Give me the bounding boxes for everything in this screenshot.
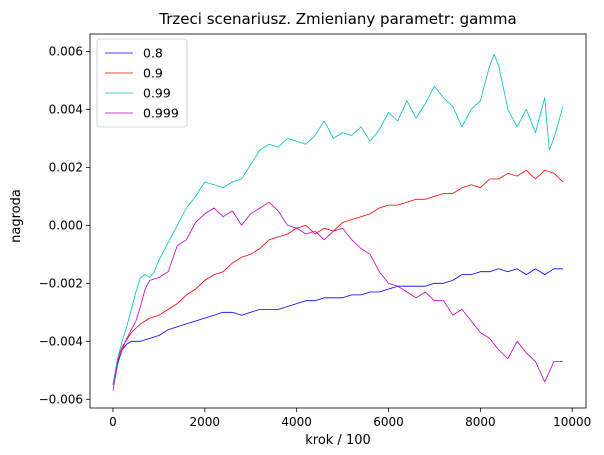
legend-box <box>96 38 188 128</box>
axes: 0 2000 4000 6000 8000 10000 −0.006 −0.004 −0.002… <box>39 33 591 429</box>
y-axis-label: nagroda <box>9 189 24 243</box>
series-line-3 <box>112 201 563 391</box>
x-tick-label: 8000 <box>465 415 496 429</box>
plot-frame <box>89 33 587 409</box>
y-tick-label: −0.002 <box>39 276 83 290</box>
legend-label-0: 0.8 <box>143 46 163 61</box>
legend-label-1: 0.9 <box>143 66 163 81</box>
legend-label-3: 0.999 <box>143 106 179 121</box>
x-axis-label: krok / 100 <box>305 433 371 448</box>
y-tick-label: 0.000 <box>49 218 83 232</box>
chart-title: Trzeci scenariusz. Zmieniany parametr: g… <box>158 10 516 28</box>
x-tick-label: 6000 <box>373 415 404 429</box>
x-tick-label: 4000 <box>281 415 312 429</box>
x-tick-label: 2000 <box>190 415 221 429</box>
series-line-2 <box>112 53 564 385</box>
y-tick-label: −0.006 <box>39 392 83 406</box>
plot-lines <box>112 53 564 391</box>
y-tick-label: 0.002 <box>49 160 83 174</box>
y-tick-label: 0.006 <box>49 44 83 58</box>
series-line-0 <box>112 268 563 385</box>
x-tick-label: 10000 <box>553 415 591 429</box>
y-tick-label: 0.004 <box>49 102 83 116</box>
x-tick-label: 0 <box>109 415 117 429</box>
y-tick-label: −0.004 <box>39 334 83 348</box>
legend: 0.8 0.9 0.99 0.999 <box>96 38 188 128</box>
legend-label-2: 0.99 <box>143 86 171 101</box>
